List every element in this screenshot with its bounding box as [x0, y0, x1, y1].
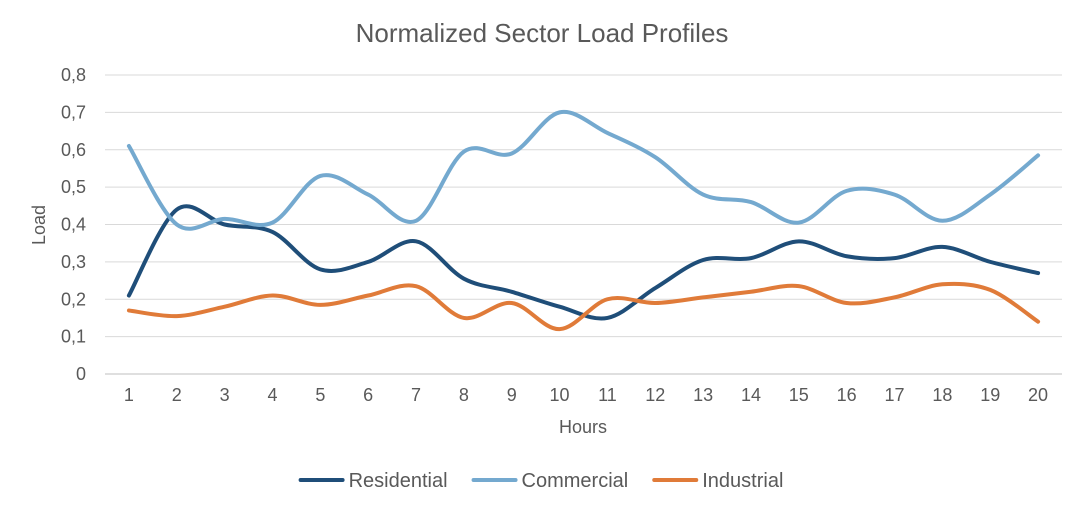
series-line-industrial: [129, 284, 1038, 329]
x-tick-label: 11: [598, 385, 617, 405]
y-tick-label: 0,1: [61, 327, 86, 347]
y-tick-label: 0,8: [61, 65, 86, 85]
y-tick-label: 0,5: [61, 177, 86, 197]
x-tick-label: 3: [220, 385, 230, 405]
y-tick-label: 0,6: [61, 140, 86, 160]
legend-label: Industrial: [702, 470, 783, 492]
x-tick-label: 20: [1028, 385, 1048, 405]
x-tick-label: 10: [550, 385, 570, 405]
y-tick-label: 0,7: [61, 102, 86, 122]
series-line-commercial: [129, 112, 1038, 229]
x-tick-label: 15: [789, 385, 809, 405]
x-tick-label: 1: [124, 385, 134, 405]
x-tick-label: 9: [507, 385, 517, 405]
y-tick-label: 0: [76, 364, 86, 384]
y-tick-label: 0,2: [61, 289, 86, 309]
y-tick-label: 0,3: [61, 252, 86, 272]
x-tick-label: 7: [411, 385, 421, 405]
x-tick-label: 13: [693, 385, 713, 405]
chart-title: Normalized Sector Load Profiles: [356, 18, 729, 48]
x-tick-label: 16: [837, 385, 857, 405]
legend-label: Commercial: [522, 470, 629, 492]
series-lines: [129, 112, 1038, 329]
y-axis-tick-labels: 0 0,1 0,2 0,3 0,4 0,5 0,6 0,7 0,8: [61, 65, 86, 384]
y-axis-title: Load: [29, 205, 49, 245]
x-tick-label: 8: [459, 385, 469, 405]
x-tick-label: 4: [267, 385, 277, 405]
x-tick-label: 2: [172, 385, 182, 405]
x-tick-label: 12: [645, 385, 665, 405]
x-tick-label: 18: [932, 385, 952, 405]
x-tick-label: 5: [315, 385, 325, 405]
legend-label: Residential: [349, 470, 448, 492]
x-tick-label: 14: [741, 385, 761, 405]
x-axis-title: Hours: [559, 417, 607, 437]
x-tick-label: 17: [885, 385, 905, 405]
x-tick-label: 6: [363, 385, 373, 405]
y-tick-label: 0,4: [61, 215, 86, 235]
x-axis-tick-labels: 1 2 3 4 5 6 7 8 9 10 11 12 13 14 15 16 17 18 19 20: [124, 385, 1048, 405]
legend: Residential Commercial Industrial: [301, 470, 784, 492]
x-tick-label: 19: [980, 385, 1000, 405]
